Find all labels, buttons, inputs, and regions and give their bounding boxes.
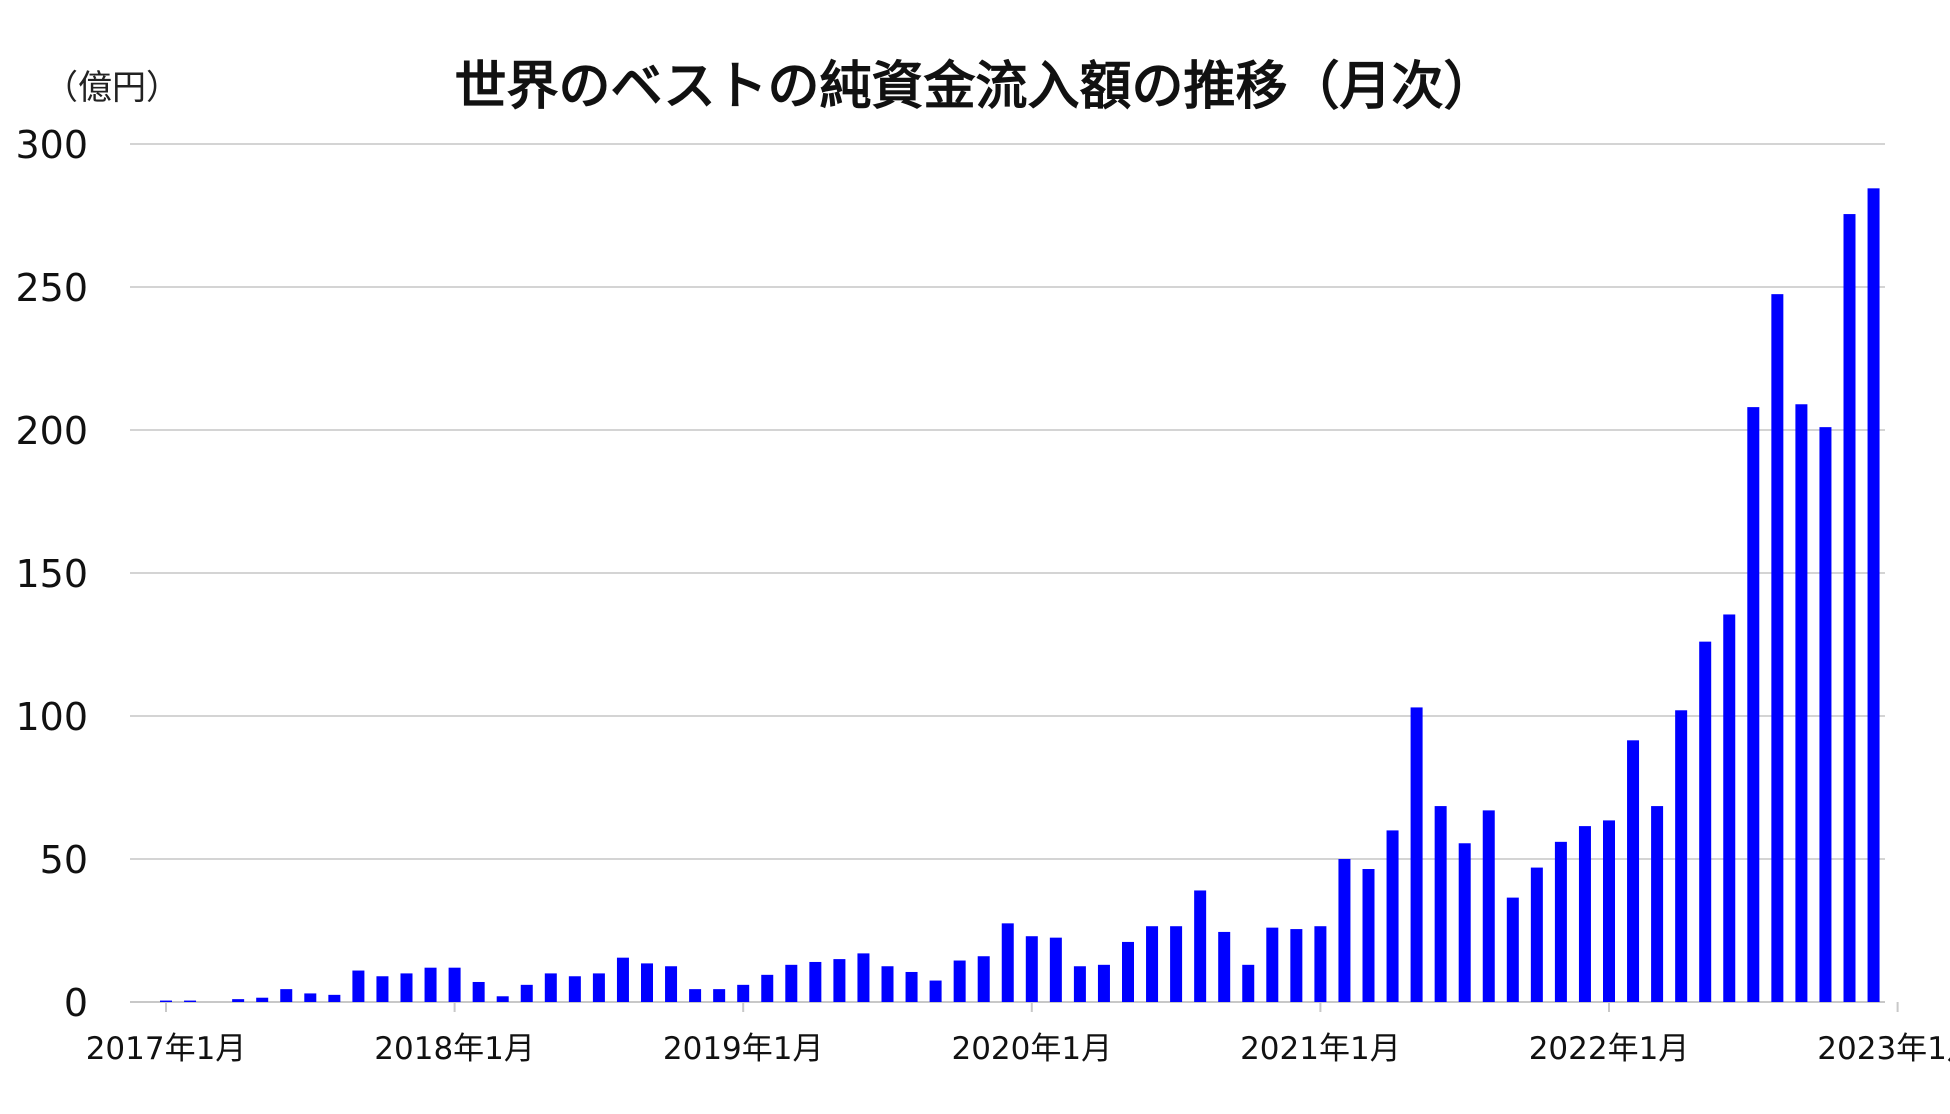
bar xyxy=(376,976,389,1002)
bar xyxy=(1314,926,1327,1002)
bar xyxy=(256,997,269,1002)
bar xyxy=(1170,926,1183,1002)
bar xyxy=(1290,929,1303,1002)
bar xyxy=(424,967,437,1002)
y-tick-label: 100 xyxy=(15,695,88,739)
bar xyxy=(665,966,678,1002)
bar xyxy=(1578,826,1591,1002)
bar xyxy=(1338,859,1351,1002)
bar xyxy=(737,984,750,1002)
bar xyxy=(761,974,774,1002)
bar xyxy=(833,959,846,1002)
bar xyxy=(544,973,557,1002)
bar xyxy=(785,964,798,1002)
bar xyxy=(1001,923,1014,1002)
y-axis-unit-label: （億円） xyxy=(44,68,180,108)
bar xyxy=(1410,707,1423,1002)
bar xyxy=(1530,867,1543,1002)
x-tick-label: 2017年1月 xyxy=(86,1031,247,1067)
bar xyxy=(1434,806,1447,1002)
bar xyxy=(1049,937,1062,1002)
x-tick-label: 2023年1月 xyxy=(1817,1031,1950,1067)
bar xyxy=(328,994,341,1002)
bar xyxy=(1025,936,1038,1002)
y-tick-label: 250 xyxy=(15,266,88,310)
bar xyxy=(1603,820,1615,1002)
bar xyxy=(809,961,822,1002)
x-tick-label: 2018年1月 xyxy=(374,1031,535,1067)
x-tick-label: 2019年1月 xyxy=(663,1031,824,1067)
bar xyxy=(1242,964,1255,1002)
bar xyxy=(1506,897,1519,1002)
bar xyxy=(857,953,870,1002)
x-tick-label: 2022年1月 xyxy=(1529,1031,1690,1067)
bar xyxy=(616,957,629,1002)
bar xyxy=(1073,966,1086,1002)
y-tick-label: 300 xyxy=(15,123,88,167)
bar xyxy=(1482,810,1495,1002)
bar xyxy=(352,970,365,1002)
bar xyxy=(1819,427,1832,1002)
bar xyxy=(929,980,942,1002)
bar xyxy=(568,976,581,1002)
bar xyxy=(1458,843,1471,1002)
bar xyxy=(280,989,293,1002)
y-tick-label: 200 xyxy=(15,409,88,453)
bar xyxy=(1386,830,1399,1002)
bar xyxy=(184,1000,197,1002)
bar xyxy=(1554,841,1567,1002)
bar xyxy=(1795,404,1808,1002)
bar xyxy=(1723,614,1736,1002)
bar xyxy=(1627,740,1640,1002)
bar xyxy=(1843,214,1856,1002)
x-tick-label: 2020年1月 xyxy=(951,1031,1112,1067)
bar xyxy=(1675,710,1688,1002)
bar xyxy=(232,999,245,1002)
bar xyxy=(400,973,413,1002)
bar xyxy=(160,1000,172,1002)
bar xyxy=(1194,890,1207,1002)
bar xyxy=(1651,806,1664,1002)
bar xyxy=(1747,407,1760,1002)
bar xyxy=(1146,926,1159,1002)
chart-title: 世界のベストの純資金流入額の推移（月次） xyxy=(454,57,1496,117)
bar xyxy=(905,971,918,1002)
bar xyxy=(977,956,990,1002)
bar xyxy=(1362,869,1375,1002)
bar xyxy=(520,984,533,1002)
bar xyxy=(1867,188,1880,1002)
bar xyxy=(881,966,894,1002)
bar xyxy=(689,989,702,1002)
bar xyxy=(448,967,461,1002)
x-tick-label: 2021年1月 xyxy=(1240,1031,1401,1067)
bar xyxy=(1122,941,1134,1002)
bar xyxy=(953,960,966,1002)
bar xyxy=(496,996,509,1002)
y-tick-label: 0 xyxy=(64,981,88,1025)
bar xyxy=(1699,641,1712,1002)
bar xyxy=(641,963,653,1002)
bar xyxy=(592,973,605,1002)
bar xyxy=(1218,931,1231,1002)
bar xyxy=(1266,927,1279,1002)
bar xyxy=(1097,964,1110,1002)
bar xyxy=(1771,294,1784,1002)
bar xyxy=(713,989,726,1002)
y-tick-label: 150 xyxy=(15,552,88,596)
bar xyxy=(304,993,317,1002)
y-tick-label: 50 xyxy=(40,838,88,882)
bar xyxy=(472,981,485,1002)
